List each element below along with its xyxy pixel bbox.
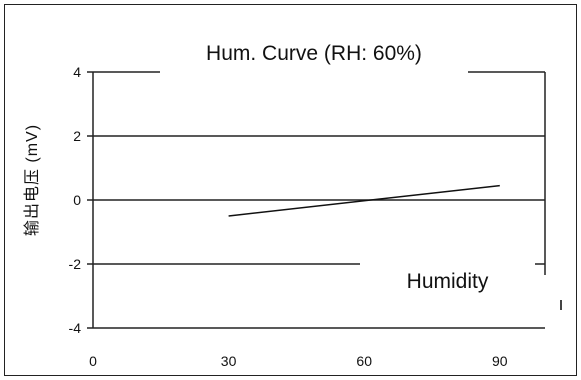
- y-tick-label-0: 4: [73, 64, 81, 80]
- x-tick-label-3: 90: [492, 353, 508, 369]
- y-tick-label-3: -2: [69, 256, 82, 272]
- x-tick-label-2: 60: [356, 353, 372, 369]
- y-tick-label-2: 0: [73, 192, 81, 208]
- y-tick-label-1: 2: [73, 128, 81, 144]
- stray-mark: [560, 300, 562, 310]
- x-tick-label-0: 0: [89, 353, 97, 369]
- y-tick-label-4: -4: [69, 320, 82, 336]
- series-line-0: [228, 184, 500, 217]
- chart-title: Hum. Curve (RH: 60%): [160, 34, 468, 74]
- y-axis-label: 输出电压 (mV): [24, 123, 41, 237]
- x-axis-label: Humidity: [360, 262, 535, 302]
- x-tick-label-1: 30: [221, 353, 237, 369]
